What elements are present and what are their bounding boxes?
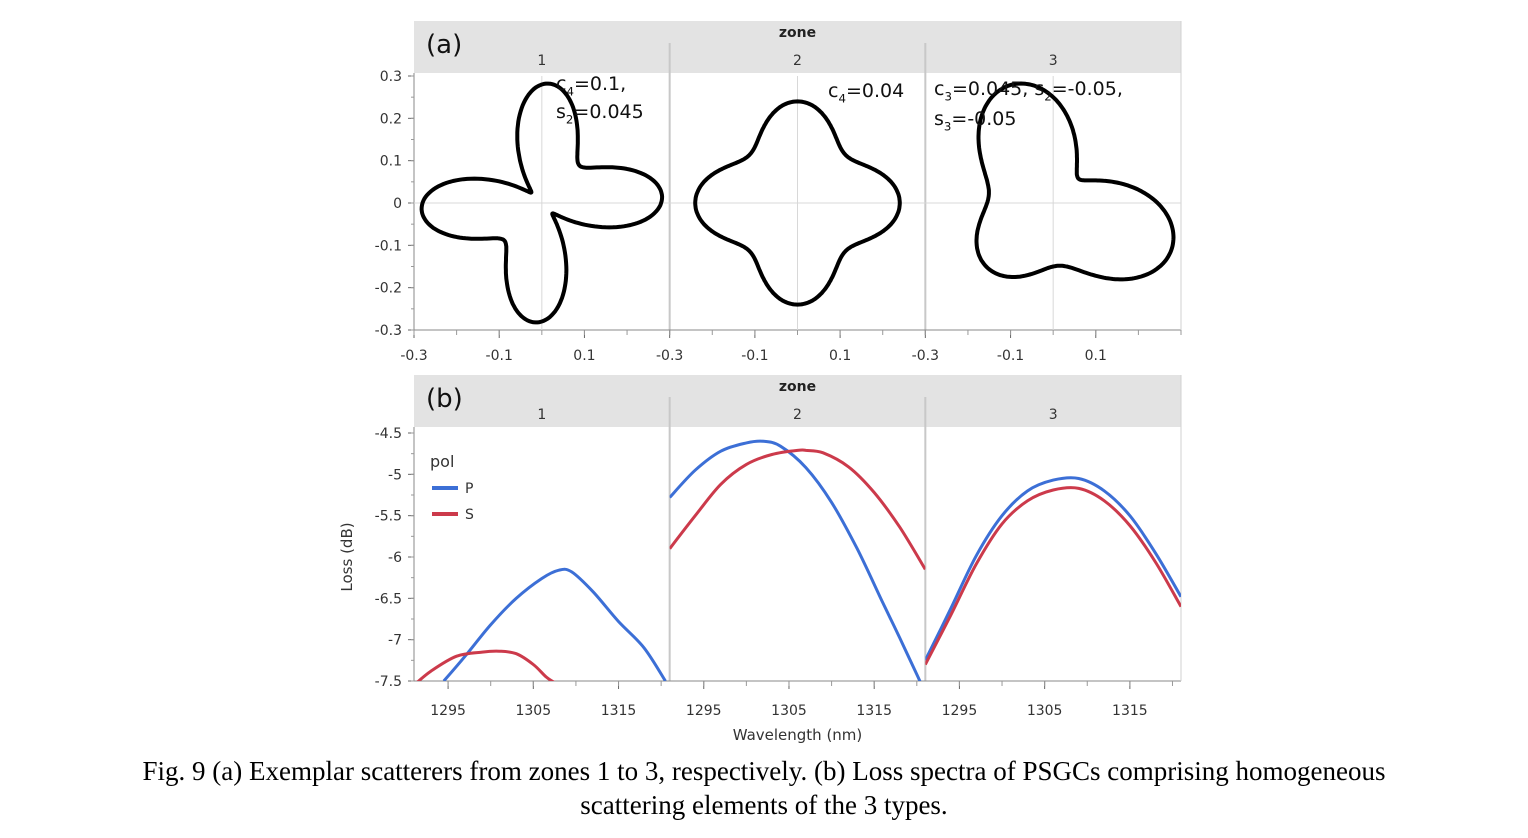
x-tick-label: 0.1 xyxy=(573,348,595,364)
series-line-s-zone3 xyxy=(925,486,1181,666)
series-line-s-zone2 xyxy=(669,448,926,571)
figure: zone 1 2 3 (a) 0.3 0.2 0.1 0 -0.1 -0.2 -0.3 -0.3 -0.1… xyxy=(338,21,1182,744)
legend-label-p: P xyxy=(465,481,473,497)
x-tick-label: 1295 xyxy=(430,703,466,719)
x-tick-label: -0.3 xyxy=(912,348,939,364)
x-tick-label: 1305 xyxy=(1027,703,1063,719)
facet-title-band xyxy=(414,375,1181,397)
x-tick-label: 1315 xyxy=(601,703,637,719)
series-line-p-zone3 xyxy=(925,476,1181,661)
annotation-zone3-line1: c3=0.045, s2=-0.05, xyxy=(934,78,1123,103)
x-tick-label: -0.1 xyxy=(741,348,768,364)
figure-caption: Fig. 9 (a) Exemplar scatterers from zone… xyxy=(0,754,1528,822)
panel-b-loss-chart: zone 1 2 3 (b) -4.5 -5 -5.5 -6 -6.5 -7 -7.5 Loss (dB… xyxy=(338,375,1182,744)
facet-label-band xyxy=(414,397,1181,427)
legend-label-s: S xyxy=(465,507,474,523)
y-axis-label: Loss (dB) xyxy=(338,522,356,591)
facet-label: 2 xyxy=(793,407,802,423)
facet-label: 1 xyxy=(537,407,546,423)
facet-label: 3 xyxy=(1049,407,1058,423)
caption-line-2: scattering elements of the 3 types. xyxy=(580,790,948,820)
facet-title: zone xyxy=(779,379,816,395)
x-tick-label: 1295 xyxy=(942,703,978,719)
facet-title: zone xyxy=(779,25,816,41)
facet-label-band xyxy=(414,43,1181,73)
annotation-zone1-line2: s2=0.045 xyxy=(556,101,644,126)
y-tick-label: -0.1 xyxy=(375,238,402,254)
y-tick-label: -7.5 xyxy=(375,674,402,690)
caption-line-1: Fig. 9 (a) Exemplar scatterers from zone… xyxy=(142,756,1386,786)
y-tick-label: -5 xyxy=(388,467,402,483)
legend-title: pol xyxy=(430,452,454,471)
x-axis-label: Wavelength (nm) xyxy=(733,726,863,744)
x-tick-label: 1295 xyxy=(686,703,722,719)
facet-label: 1 xyxy=(537,53,546,69)
facet-title-band xyxy=(414,21,1181,43)
y-tick-label: -0.3 xyxy=(375,323,402,339)
x-tick-label: -0.1 xyxy=(997,348,1024,364)
y-tick-label: -6.5 xyxy=(375,591,402,607)
y-tick-label: -0.2 xyxy=(375,281,402,297)
y-tick-label: -5.5 xyxy=(375,509,402,525)
x-tick-label: -0.3 xyxy=(656,348,683,364)
scatterer-outline xyxy=(974,81,1176,282)
y-tick-label: 0 xyxy=(393,196,402,212)
x-tick-label: 1315 xyxy=(1112,703,1148,719)
x-tick-label: 1305 xyxy=(771,703,807,719)
series-line-p-zone1 xyxy=(442,567,667,681)
x-tick-label: 1315 xyxy=(856,703,892,719)
x-tick-label: -0.3 xyxy=(400,348,427,364)
y-tick-label: -6 xyxy=(388,550,402,566)
facet-label: 3 xyxy=(1049,53,1058,69)
y-tick-label: 0.1 xyxy=(380,154,402,170)
series-line-p-zone2 xyxy=(669,439,922,681)
annotation-zone2-line1: c4=0.04 xyxy=(828,80,904,105)
annotation-zone1-line1: c4=0.1, xyxy=(556,73,626,98)
series-line-s-zone1 xyxy=(416,649,555,681)
annotation-zone3-line2: s3=-0.05 xyxy=(934,108,1017,133)
x-tick-label: 0.1 xyxy=(1085,348,1107,364)
y-tick-label: 0.3 xyxy=(380,69,402,85)
facet-label: 2 xyxy=(793,53,802,69)
x-tick-label: 0.1 xyxy=(829,348,851,364)
panel-label: (a) xyxy=(426,30,462,60)
panel-label: (b) xyxy=(426,384,463,414)
y-tick-label: -4.5 xyxy=(375,426,402,442)
panel-a-shapes-chart: zone 1 2 3 (a) 0.3 0.2 0.1 0 -0.1 -0.2 -0.3 -0.3 -0.1… xyxy=(375,21,1182,364)
x-tick-label: -0.1 xyxy=(486,348,513,364)
y-tick-label: -7 xyxy=(388,633,402,649)
scatterer-outline xyxy=(419,81,665,325)
y-tick-label: 0.2 xyxy=(380,111,402,127)
scatterer-outline xyxy=(693,99,902,307)
x-tick-label: 1305 xyxy=(515,703,551,719)
